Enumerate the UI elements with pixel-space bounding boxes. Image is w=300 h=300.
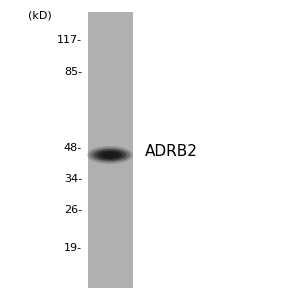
Ellipse shape bbox=[93, 149, 127, 161]
Text: 19-: 19- bbox=[64, 243, 82, 253]
Bar bbox=[88, 12, 133, 288]
Ellipse shape bbox=[90, 148, 130, 162]
Text: 48-: 48- bbox=[64, 143, 82, 153]
Ellipse shape bbox=[97, 151, 123, 160]
Text: 85-: 85- bbox=[64, 67, 82, 77]
Ellipse shape bbox=[104, 153, 116, 157]
Text: 117-: 117- bbox=[57, 35, 82, 45]
Ellipse shape bbox=[87, 146, 133, 164]
Text: ADRB2: ADRB2 bbox=[145, 145, 198, 160]
Text: (kD): (kD) bbox=[28, 10, 52, 20]
Ellipse shape bbox=[101, 152, 119, 158]
Text: 34-: 34- bbox=[64, 174, 82, 184]
Text: 26-: 26- bbox=[64, 205, 82, 215]
